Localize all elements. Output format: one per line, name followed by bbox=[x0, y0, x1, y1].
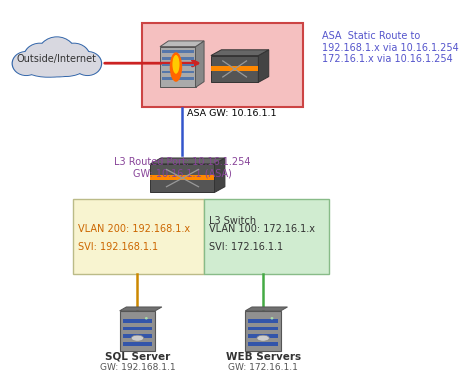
Ellipse shape bbox=[24, 44, 55, 72]
Ellipse shape bbox=[173, 55, 180, 74]
Ellipse shape bbox=[13, 52, 40, 75]
Ellipse shape bbox=[11, 51, 41, 76]
Polygon shape bbox=[258, 50, 269, 82]
FancyBboxPatch shape bbox=[204, 199, 329, 274]
Text: L3 Routed Port: 10.16.1.254
GW: 10.16.1.1 (ASA): L3 Routed Port: 10.16.1.254 GW: 10.16.1.… bbox=[114, 157, 251, 178]
FancyBboxPatch shape bbox=[162, 57, 194, 59]
Ellipse shape bbox=[46, 55, 86, 76]
Text: ASA GW: 10.16.1.1: ASA GW: 10.16.1.1 bbox=[187, 109, 277, 118]
Ellipse shape bbox=[74, 52, 101, 75]
Text: Outside/Internet: Outside/Internet bbox=[17, 54, 97, 64]
Ellipse shape bbox=[131, 335, 144, 341]
FancyBboxPatch shape bbox=[151, 175, 214, 180]
Ellipse shape bbox=[271, 317, 273, 319]
Ellipse shape bbox=[23, 43, 57, 73]
Text: VLAN 100: 172.16.1.x: VLAN 100: 172.16.1.x bbox=[209, 224, 315, 234]
FancyBboxPatch shape bbox=[73, 199, 204, 274]
FancyBboxPatch shape bbox=[122, 327, 152, 330]
Polygon shape bbox=[151, 158, 225, 164]
Polygon shape bbox=[160, 41, 204, 47]
FancyBboxPatch shape bbox=[122, 334, 152, 338]
Text: ASA  Static Route to
192.168.1.x via 10.16.1.254
172.16.1.x via 10.16.1.254: ASA Static Route to 192.168.1.x via 10.1… bbox=[322, 31, 459, 64]
Ellipse shape bbox=[57, 43, 91, 73]
Polygon shape bbox=[160, 47, 195, 87]
Polygon shape bbox=[195, 41, 204, 87]
Text: VLAN 200: 192.168.1.x: VLAN 200: 192.168.1.x bbox=[78, 224, 191, 234]
FancyBboxPatch shape bbox=[248, 327, 278, 330]
FancyBboxPatch shape bbox=[162, 70, 194, 74]
Ellipse shape bbox=[58, 44, 90, 72]
Text: L3 Switch: L3 Switch bbox=[209, 216, 255, 226]
Ellipse shape bbox=[22, 55, 74, 78]
Text: SQL Server: SQL Server bbox=[105, 352, 170, 362]
FancyBboxPatch shape bbox=[248, 319, 278, 322]
Polygon shape bbox=[214, 158, 225, 192]
Text: WEB Servers: WEB Servers bbox=[226, 352, 301, 362]
Text: SVI: 172.16.1.1: SVI: 172.16.1.1 bbox=[209, 242, 283, 252]
FancyBboxPatch shape bbox=[246, 311, 281, 351]
Polygon shape bbox=[119, 307, 162, 311]
FancyBboxPatch shape bbox=[119, 311, 155, 351]
FancyBboxPatch shape bbox=[122, 342, 152, 345]
Ellipse shape bbox=[37, 36, 77, 74]
FancyBboxPatch shape bbox=[248, 334, 278, 338]
FancyBboxPatch shape bbox=[211, 66, 258, 71]
Ellipse shape bbox=[28, 58, 85, 77]
Ellipse shape bbox=[73, 51, 102, 76]
Polygon shape bbox=[151, 164, 214, 192]
FancyBboxPatch shape bbox=[142, 23, 303, 107]
FancyBboxPatch shape bbox=[162, 77, 194, 80]
FancyBboxPatch shape bbox=[122, 319, 152, 322]
Polygon shape bbox=[246, 307, 287, 311]
Ellipse shape bbox=[257, 335, 269, 341]
Ellipse shape bbox=[30, 59, 84, 77]
Polygon shape bbox=[211, 56, 258, 82]
FancyBboxPatch shape bbox=[162, 49, 194, 52]
Ellipse shape bbox=[38, 37, 76, 73]
Text: GW: 172.16.1.1: GW: 172.16.1.1 bbox=[228, 363, 298, 372]
Ellipse shape bbox=[145, 317, 148, 319]
Polygon shape bbox=[211, 50, 269, 56]
Ellipse shape bbox=[170, 52, 182, 82]
Ellipse shape bbox=[23, 56, 73, 77]
FancyBboxPatch shape bbox=[248, 342, 278, 345]
Text: SVI: 192.168.1.1: SVI: 192.168.1.1 bbox=[78, 242, 158, 252]
FancyBboxPatch shape bbox=[162, 64, 194, 67]
Text: GW: 192.168.1.1: GW: 192.168.1.1 bbox=[100, 363, 175, 372]
Ellipse shape bbox=[45, 54, 87, 77]
